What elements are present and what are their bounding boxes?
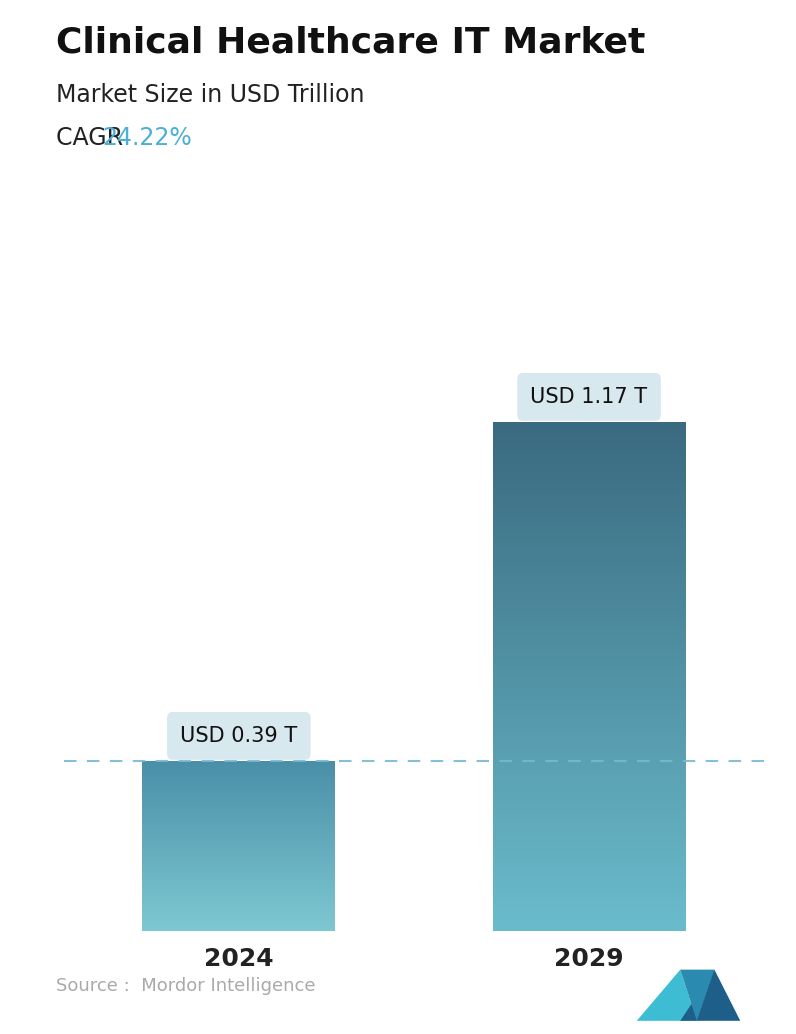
Polygon shape [637, 970, 696, 1021]
Polygon shape [681, 970, 715, 1021]
FancyBboxPatch shape [517, 373, 661, 421]
Polygon shape [230, 754, 248, 760]
Text: USD 1.17 T: USD 1.17 T [530, 387, 648, 407]
Text: CAGR: CAGR [56, 126, 131, 150]
Text: Source :  Mordor Intelligence: Source : Mordor Intelligence [56, 977, 315, 995]
Text: Clinical Healthcare IT Market: Clinical Healthcare IT Market [56, 26, 645, 60]
Polygon shape [681, 970, 740, 1021]
Text: 24.22%: 24.22% [102, 126, 192, 150]
Polygon shape [580, 415, 598, 421]
Text: USD 0.39 T: USD 0.39 T [180, 726, 298, 746]
Text: Market Size in USD Trillion: Market Size in USD Trillion [56, 83, 365, 107]
FancyBboxPatch shape [167, 712, 310, 760]
